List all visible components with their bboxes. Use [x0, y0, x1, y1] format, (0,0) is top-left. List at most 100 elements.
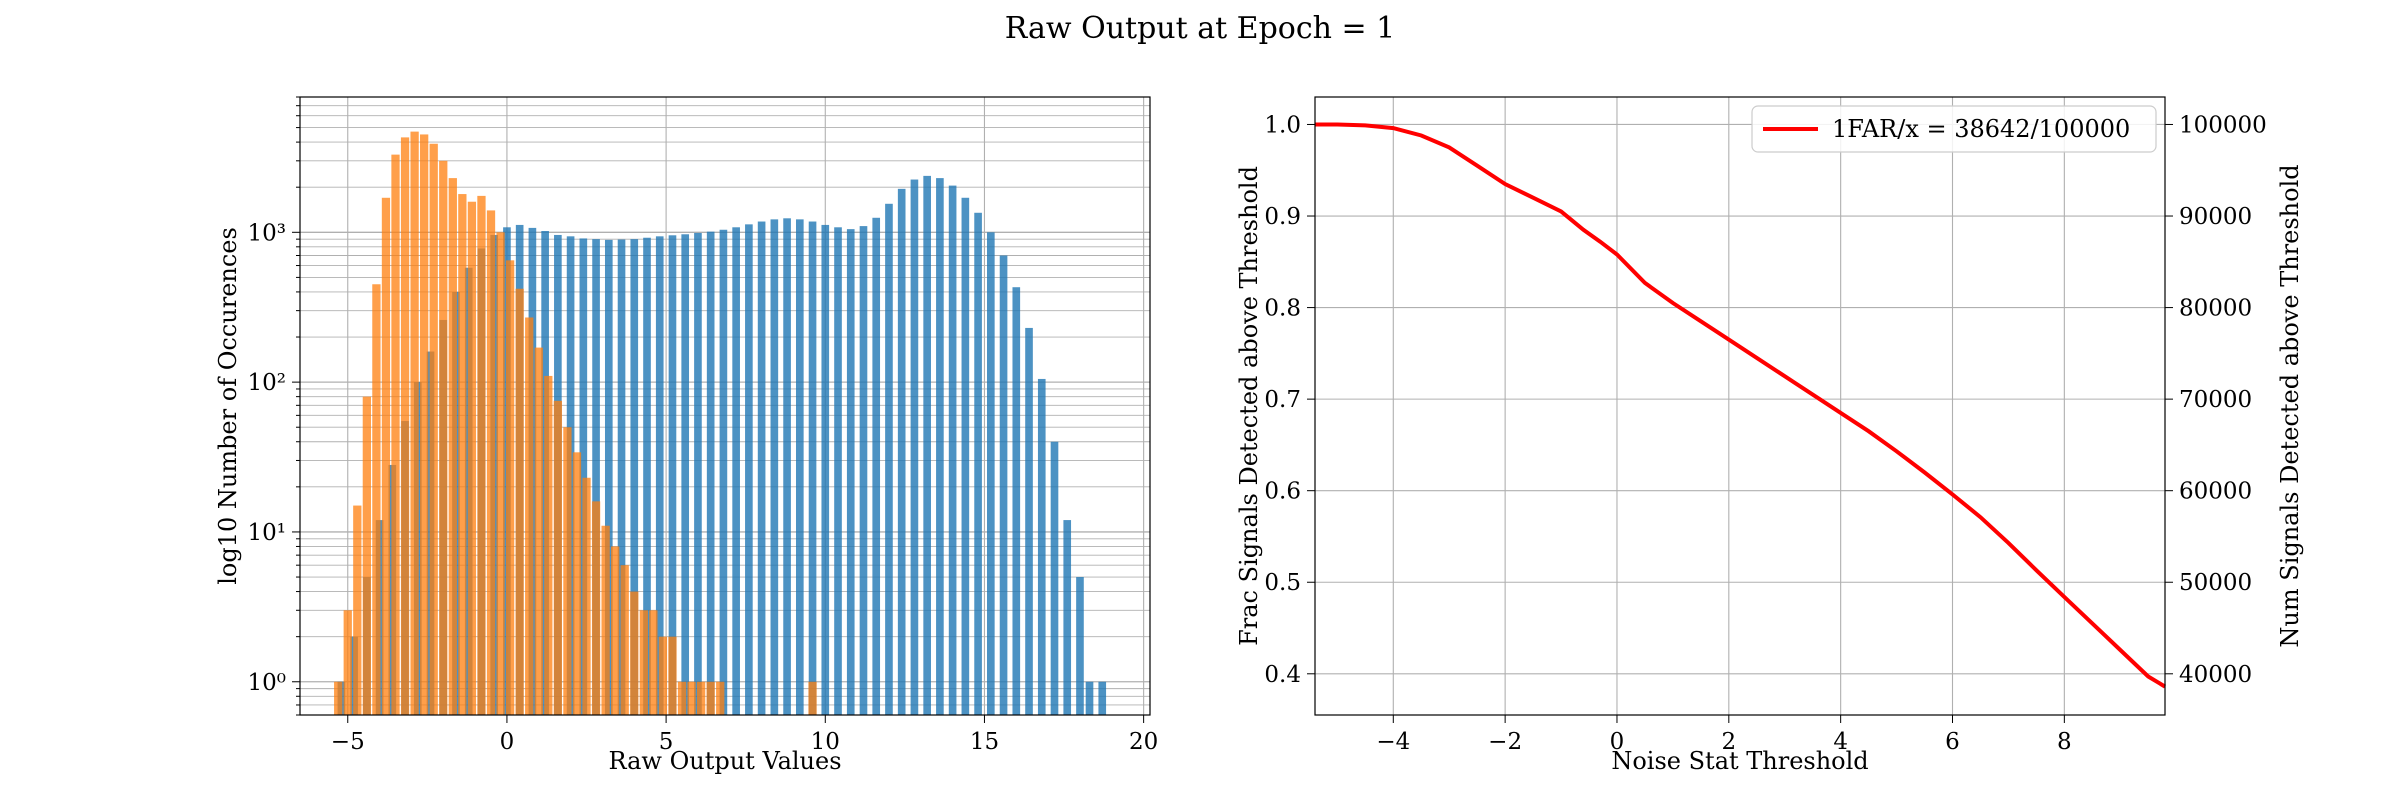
histogram-bar-series-2	[553, 400, 563, 715]
line-chart-y-tick-label: 0.4	[1264, 662, 1301, 688]
histogram-bar-series-2	[696, 681, 706, 715]
line-chart-right-y-tick-label: 50000	[2179, 570, 2252, 596]
histogram-bar-series-1	[846, 229, 855, 716]
histogram-x-tick-label: 15	[970, 729, 999, 755]
line-chart-right-y-axis-label: Num Signals Detected above Threshold	[2276, 164, 2304, 647]
histogram-bar-series-1	[1063, 520, 1072, 715]
histogram-bar-series-1	[936, 178, 944, 715]
histogram-bar-series-1	[745, 224, 753, 716]
histogram-bar-series-2	[534, 347, 543, 715]
histogram-bar-series-2	[572, 452, 582, 715]
histogram-y-tick-label: 10³	[248, 220, 287, 246]
histogram-bar-series-2	[639, 610, 648, 715]
line-chart-y-tick-label: 1.0	[1264, 112, 1301, 138]
histogram-bar-series-1	[617, 239, 626, 715]
histogram-bars	[334, 131, 1107, 716]
line-chart-right-y-tick-label: 40000	[2179, 662, 2252, 688]
histogram-bar-series-1	[630, 239, 639, 715]
histogram-bar-series-1	[655, 236, 664, 715]
histogram-bar-series-2	[611, 546, 620, 715]
histogram-bar-series-2	[353, 505, 362, 715]
histogram-bar-series-1	[681, 234, 690, 715]
histogram-bar-series-1	[643, 237, 651, 716]
histogram-x-tick-label: 20	[1129, 729, 1158, 755]
histogram-bar-series-2	[486, 210, 496, 716]
line-chart-right-y-tick-label: 60000	[2179, 479, 2252, 505]
histogram-bar-series-2	[429, 143, 438, 715]
histogram-y-tick-label: 10⁰	[248, 670, 287, 696]
histogram-bar-series-2	[334, 681, 343, 715]
line-chart-plot-frame	[1314, 96, 2166, 716]
histogram-bar-series-1	[1025, 327, 1033, 715]
histogram-bar-series-1	[1050, 441, 1059, 715]
line-chart-ticks: −4 −2 0 2 4 6 8 0.4 0.5 0.6 0.7 0.8 0.9 1.0 40000 50000…	[1264, 112, 2266, 755]
histogram-plot-frame	[299, 96, 1151, 716]
line-chart-x-tick-label: −4	[1376, 729, 1410, 755]
histogram-bar-series-2	[658, 636, 668, 715]
histogram-bar-series-1	[808, 221, 817, 715]
histogram-bar-series-2	[515, 288, 524, 715]
histogram-bar-series-1	[719, 229, 728, 715]
histogram-bar-series-2	[601, 525, 610, 715]
line-chart-y-tick-label: 0.6	[1264, 479, 1301, 505]
histogram-y-tick-label: 10²	[248, 370, 287, 396]
histogram-bar-series-1	[783, 218, 791, 715]
line-series-detection-curve	[1315, 122, 2167, 689]
histogram-bar-series-2	[582, 477, 591, 715]
histogram-bar-series-1	[1098, 681, 1107, 715]
histogram-bar-series-2	[620, 565, 629, 715]
histogram-bar-series-2	[439, 160, 448, 716]
histogram-bar-series-1	[592, 239, 600, 715]
histogram-bar-series-2	[343, 610, 352, 715]
histogram-bar-series-2	[381, 197, 391, 715]
histogram-bar-series-2	[687, 681, 696, 715]
histogram-bar-series-1	[1076, 577, 1084, 715]
histogram-bar-series-2	[467, 201, 477, 715]
histogram-bar-series-2	[420, 134, 429, 715]
histogram-bar-series-2	[706, 681, 715, 715]
histogram-bar-series-2	[477, 195, 486, 715]
histogram-bar-series-2	[649, 610, 658, 715]
legend-box	[1751, 105, 2157, 153]
histogram-bar-series-2	[458, 194, 467, 715]
histogram-bar-series-2	[496, 232, 505, 715]
histogram-bar-series-1	[859, 226, 868, 715]
histogram-bar-series-1	[694, 232, 702, 715]
histogram-bar-series-1	[885, 203, 893, 715]
line-chart-x-tick-label: 4	[1833, 729, 1848, 755]
histogram-bar-series-2	[410, 131, 419, 716]
histogram-bar-series-2	[400, 137, 410, 716]
histogram-x-axis-label: Raw Output Values	[608, 747, 841, 775]
histogram-bar-series-2	[525, 317, 534, 715]
histogram-bar-series-1	[1085, 681, 1094, 715]
histogram-bar-series-2	[677, 681, 687, 715]
line-chart-y-tick-label: 0.5	[1264, 570, 1301, 596]
line-chart-y-tick-label: 0.9	[1264, 204, 1301, 230]
line-chart-x-tick-label: 0	[1610, 729, 1625, 755]
line-chart-x-tick-label: 2	[1721, 729, 1736, 755]
figure-title: Raw Output at Epoch = 1	[1005, 11, 1396, 46]
line-chart-right-y-tick-label: 90000	[2179, 204, 2252, 230]
line-chart-y-tick-label: 0.7	[1264, 387, 1301, 413]
line-chart-right-y-tick-label: 70000	[2179, 387, 2252, 413]
histogram-panel: −5 0 5 10 15 20 10⁰ 10¹ 10² 10³ Raw Output Values…	[214, 96, 1158, 775]
line-chart-x-tick-label: 6	[1945, 729, 1960, 755]
histogram-bar-series-2	[630, 591, 639, 715]
histogram-bar-series-2	[716, 681, 725, 715]
histogram-y-tick-label: 10¹	[248, 520, 287, 546]
histogram-bar-series-2	[808, 681, 817, 715]
line-chart-grid	[1315, 97, 2165, 715]
histogram-x-tick-label: 5	[659, 729, 674, 755]
histogram-bar-series-1	[834, 227, 842, 715]
histogram-bar-series-1	[668, 235, 677, 715]
line-chart-y-axis-label: Frac Signals Detected above Threshold	[1235, 166, 1263, 646]
histogram-x-tick-label: 0	[500, 729, 515, 755]
histogram-bar-series-2	[362, 396, 371, 715]
histogram-bar-series-2	[372, 284, 381, 715]
histogram-bar-series-2	[391, 154, 400, 716]
histogram-ticks: −5 0 5 10 15 20 10⁰ 10¹ 10² 10³	[248, 96, 1158, 755]
histogram-bar-series-1	[579, 238, 588, 715]
histogram-bar-series-2	[563, 427, 572, 715]
histogram-bar-series-2	[668, 636, 677, 715]
